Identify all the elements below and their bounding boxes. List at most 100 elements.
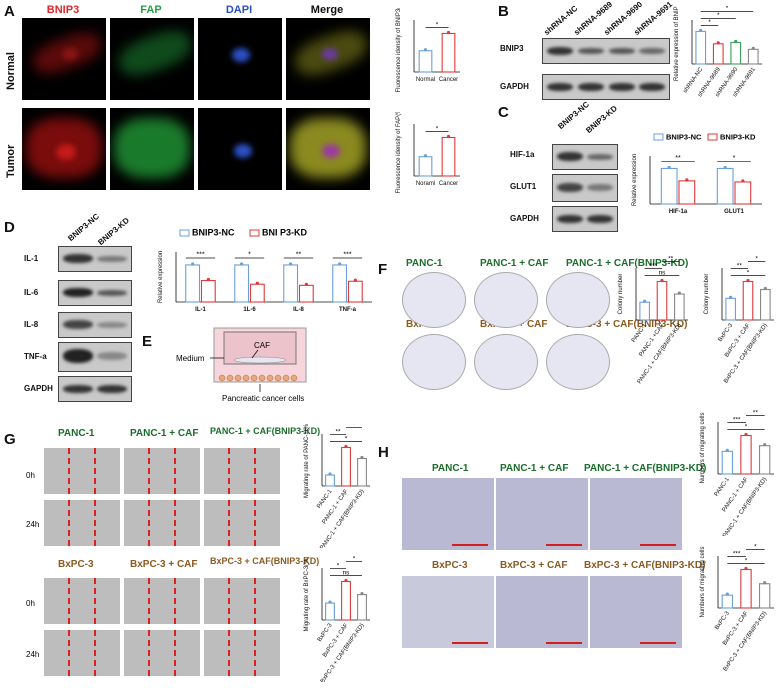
y-axis-label: Colony number <box>618 274 624 315</box>
data-point <box>338 262 342 266</box>
data-point <box>763 443 767 447</box>
bar <box>747 48 759 65</box>
legend-swatch <box>179 229 190 237</box>
row-label-normal: Normal <box>5 52 17 90</box>
data-point <box>734 39 738 44</box>
chart-g2: Migrating rate of BxPC-3(%)BxPC-3BxPC-3 … <box>304 555 370 682</box>
blot-label-glut1: GLUT1 <box>510 182 537 191</box>
x-tick-label: IL-8 <box>293 307 304 313</box>
data-point <box>685 178 689 182</box>
col-header: PANC-1 + CAF <box>500 463 569 474</box>
transwell-image <box>402 478 494 550</box>
col-header: BxPC-3 <box>58 559 94 570</box>
data-point <box>763 581 767 585</box>
bar <box>418 156 433 177</box>
colony-dish <box>474 272 538 328</box>
chart-d: Relative expression *** IL-1 * 1L-6 ** IL-8 ***… <box>158 228 372 313</box>
y-axis-label: Colony number <box>704 274 710 315</box>
significance-label: ns <box>343 569 351 576</box>
significance-label: * <box>754 543 757 550</box>
bar <box>185 264 201 303</box>
data-point <box>206 277 210 282</box>
wound-image <box>124 578 200 624</box>
x-tick-label: BxPC-3 <box>317 622 334 643</box>
wound-image <box>44 448 120 494</box>
significance-label: * <box>733 155 736 162</box>
western-blot-il6 <box>58 280 132 306</box>
western-blot-tnfa <box>58 342 132 372</box>
row-label-tumor: Tumor <box>5 144 17 178</box>
micrograph-tumor-merge <box>286 108 370 190</box>
micrograph-normal-merge <box>286 18 370 100</box>
bar <box>721 450 734 475</box>
bar <box>712 43 724 65</box>
colony-dish <box>546 334 610 390</box>
panel-label-c: C <box>498 104 509 121</box>
bar <box>332 264 348 303</box>
legend-label: BNI P3-KD <box>262 228 308 238</box>
col-header: BxPC-3 <box>432 560 468 571</box>
bar <box>742 280 754 321</box>
channel-label-merge: Merge <box>310 4 344 16</box>
lane-label: BNIP3-KD <box>584 103 619 135</box>
chart-a1: Fluorescence idensity of BNIP3(%) Normal C… <box>396 8 460 93</box>
panel-label-f: F <box>378 261 388 278</box>
chart-b: Relative expression of BNIP3 shRNA-NCshRN… <box>674 6 762 98</box>
col-header: PANC-1 + CAF <box>480 258 549 269</box>
legend-label: BNIP3-NC <box>192 228 235 238</box>
significance-label: * <box>717 12 720 19</box>
wound-image <box>204 448 280 494</box>
bar <box>678 180 696 205</box>
data-point <box>725 592 729 596</box>
significance-label: * <box>726 6 729 12</box>
bar <box>674 293 685 321</box>
bar <box>730 41 742 65</box>
micrograph-tumor-bnip3 <box>22 108 106 190</box>
bar <box>660 167 678 205</box>
data-point <box>191 262 195 266</box>
significance-label: ns <box>659 269 667 276</box>
bar <box>695 30 707 65</box>
data-point <box>751 46 755 50</box>
channel-label-fap: FAP <box>140 4 162 16</box>
col-header: PANC-1 <box>432 463 469 474</box>
significance-label: ** <box>753 409 759 416</box>
blot-label-tnfa: TNF-a <box>24 352 47 361</box>
significance-label: * <box>436 125 439 132</box>
cells-label: Pancreatic cancer cells <box>222 394 305 403</box>
data-point <box>446 134 451 139</box>
data-point <box>353 278 357 282</box>
significance-label: ** <box>668 255 674 262</box>
data-point <box>360 455 364 460</box>
data-point <box>716 41 720 45</box>
data-point <box>744 432 748 437</box>
significance-label: * <box>337 562 340 569</box>
chart-g1: Migrating rate of PANC-1(%)PANC-1PANC-1 … <box>304 424 370 548</box>
significance-label: * <box>747 269 750 276</box>
data-point <box>643 299 647 303</box>
data-point <box>660 278 664 283</box>
panel-label-b: B <box>498 3 509 20</box>
bar <box>249 283 265 303</box>
blot-label-il1: IL-1 <box>24 254 39 263</box>
significance-label: *** <box>733 416 741 423</box>
data-point <box>360 591 364 596</box>
significance-label: *** <box>343 251 351 258</box>
blot-label-gapdh: GAPDH <box>24 384 53 393</box>
channel-label-bnip3: BNIP3 <box>46 4 80 16</box>
significance-label: ** <box>335 428 341 435</box>
x-tick-label: Noraml <box>416 181 435 187</box>
col-header: PANC-1 + CAF(BNIP3-KD) <box>584 463 707 474</box>
y-axis-label: Relative expression of BNIP3 <box>674 6 680 81</box>
y-axis-label: Fluorescence idensity of FAP(%) <box>396 112 402 194</box>
wound-image <box>204 630 280 676</box>
legend-swatch <box>653 133 664 141</box>
col-header: PANC-1 <box>58 428 95 439</box>
x-tick-label: HIF-1a <box>669 209 688 215</box>
wound-image <box>124 500 200 546</box>
blot-label-bnip3: BNIP3 <box>500 44 524 53</box>
legend-swatch <box>707 133 718 141</box>
bar <box>758 445 771 475</box>
bar <box>734 181 752 205</box>
